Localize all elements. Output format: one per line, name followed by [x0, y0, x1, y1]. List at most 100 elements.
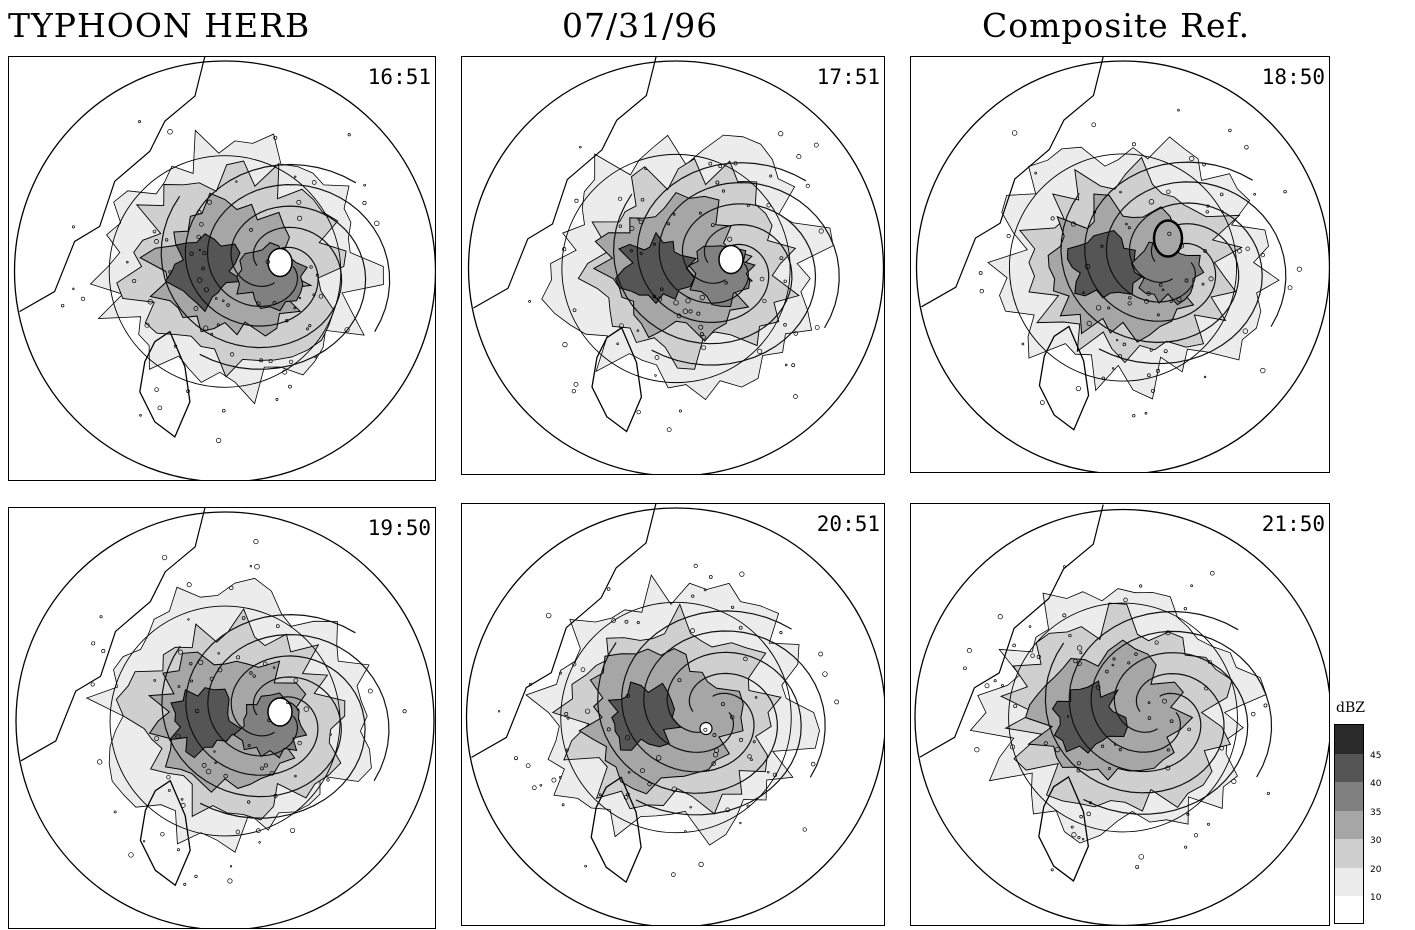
- echo-speckle: [679, 409, 682, 413]
- echo-speckle: [822, 671, 828, 677]
- echo-speckle: [1154, 640, 1159, 645]
- echo-speckle: [1151, 388, 1155, 393]
- echo-speckle: [1169, 719, 1174, 724]
- echo-speckle: [235, 829, 240, 835]
- echo-speckle: [993, 679, 997, 683]
- legend-level: 45: [1370, 751, 1382, 761]
- legend-swatch: [1335, 896, 1363, 923]
- echo-speckle: [1119, 190, 1122, 194]
- taiwan-coastline: [139, 779, 191, 887]
- echo-speckle: [180, 797, 184, 801]
- echo-speckle: [199, 222, 204, 227]
- echo-speckle: [682, 308, 689, 314]
- echo-speckle: [558, 775, 562, 779]
- echo-speckle: [685, 298, 691, 304]
- echo-speckle: [285, 318, 289, 323]
- echo-speckle: [698, 324, 704, 330]
- echo-speckle: [309, 265, 313, 269]
- echo-speckle: [566, 716, 570, 720]
- echo-speckle: [654, 374, 657, 377]
- radar-panel-5: 20:51: [461, 503, 885, 926]
- echo-speckle: [1001, 683, 1004, 687]
- echo-speckle: [1095, 305, 1102, 311]
- echo-speckle: [1146, 291, 1151, 296]
- echo-speckle: [626, 792, 630, 797]
- echo-speckle: [708, 161, 713, 166]
- rainband-contour: [612, 193, 793, 345]
- echo-speckle: [579, 146, 582, 149]
- echo-speckle: [363, 183, 366, 187]
- radar-map: [467, 57, 884, 474]
- echo-speckle: [289, 827, 296, 833]
- echo-speckle: [1208, 276, 1214, 282]
- echo-speckle: [1079, 651, 1083, 655]
- echo-speckle: [624, 619, 629, 624]
- echo-speckle: [625, 693, 631, 699]
- echo-speckle: [1071, 832, 1077, 838]
- echo-speckle: [598, 793, 602, 797]
- mainland-coastline: [919, 504, 1104, 758]
- echo-speckle: [154, 387, 159, 392]
- echo-speckle: [1204, 686, 1209, 691]
- typhoon-eye: [1152, 219, 1184, 258]
- echo-speckle: [1105, 669, 1109, 674]
- echo-speckle: [1205, 210, 1209, 214]
- echo-speckle: [747, 754, 752, 759]
- rainband-contour: [207, 633, 390, 782]
- echo-speckle: [402, 709, 407, 714]
- echo-speckle: [636, 329, 640, 332]
- echo-speckle: [1250, 711, 1256, 717]
- echo-speckle: [1138, 854, 1145, 860]
- taiwan-coastline: [1038, 325, 1090, 431]
- echo-speckle: [573, 381, 579, 387]
- echo-speckle: [559, 671, 562, 675]
- echo-speckle: [1076, 761, 1081, 766]
- echo-speckle: [272, 666, 276, 669]
- echo-speckle: [249, 565, 253, 568]
- echo-speckle: [654, 355, 660, 360]
- echo-speckle: [703, 588, 707, 592]
- echo-speckle: [306, 327, 309, 331]
- echo-speckle: [629, 225, 635, 231]
- echo-40dbz: [1051, 680, 1128, 754]
- echo-speckle: [101, 649, 106, 654]
- echo-speckle: [1165, 630, 1171, 636]
- echo-speckle: [1039, 400, 1045, 405]
- echo-speckle: [260, 766, 264, 771]
- panel-time: 18:50: [1261, 65, 1325, 89]
- echo-speckle: [708, 575, 713, 579]
- echo-speckle: [572, 308, 577, 313]
- echo-speckle: [1149, 348, 1153, 352]
- legend-colorbar: [1334, 724, 1364, 924]
- echo-speckle: [1050, 868, 1054, 872]
- echo-speckle: [1095, 685, 1101, 690]
- echo-speckle: [730, 605, 735, 609]
- echo-speckle: [562, 342, 568, 348]
- echo-speckle: [1167, 231, 1172, 236]
- echo-speckle: [318, 294, 324, 299]
- echo-speckle: [636, 409, 641, 415]
- echo-speckle: [974, 747, 980, 753]
- echo-speckle: [229, 352, 235, 357]
- echo-speckle: [1253, 192, 1256, 196]
- echo-speckle: [727, 236, 733, 242]
- echo-speckle: [315, 273, 319, 277]
- echo-speckle: [1161, 288, 1165, 292]
- echo-speckle: [202, 251, 207, 256]
- echo-speckle: [1190, 584, 1193, 588]
- rainband-contour: [199, 205, 367, 370]
- echo-speckle: [196, 234, 201, 240]
- echo-speckle: [128, 852, 134, 858]
- echo-speckle: [689, 805, 692, 809]
- echo-speckle: [966, 647, 972, 654]
- echo-speckle: [1221, 210, 1224, 213]
- echo-speckle: [1066, 715, 1070, 718]
- echo-speckle: [161, 554, 168, 561]
- echo-speckle: [221, 408, 226, 413]
- legend-swatch: [1335, 867, 1363, 896]
- echo-speckle: [1207, 660, 1212, 664]
- echo-speckle: [1107, 766, 1112, 771]
- echo-speckle: [1219, 745, 1225, 751]
- echo-speckle: [1013, 704, 1018, 709]
- echo-speckle: [676, 313, 682, 319]
